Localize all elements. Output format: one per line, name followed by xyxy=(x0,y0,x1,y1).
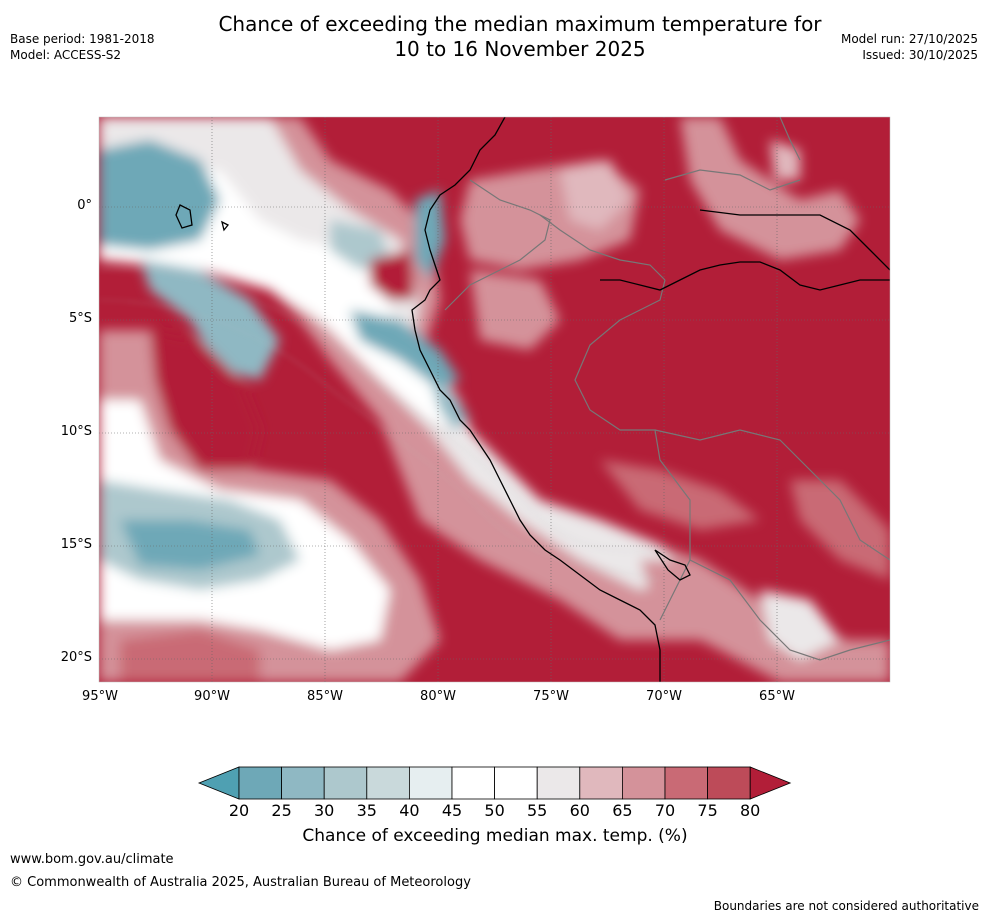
model-run: Model run: 27/10/2025 xyxy=(840,32,978,46)
colorbar-tick-label: 35 xyxy=(356,801,377,820)
lat-label-0: 0° xyxy=(77,198,92,213)
lon-label-65w: 65°W xyxy=(759,689,795,704)
colorbar-tick-label: 60 xyxy=(569,801,590,820)
colorbar-segment xyxy=(494,766,538,800)
title-line-2: 10 to 16 November 2025 xyxy=(394,37,646,61)
colorbar-tick-label: 75 xyxy=(697,801,718,820)
lon-label-85w: 85°W xyxy=(307,689,343,704)
colorbar-tick-label: 25 xyxy=(271,801,292,820)
colorbar-tick-label: 40 xyxy=(399,801,420,820)
colorbar-tick-label: 80 xyxy=(740,801,761,820)
colorbar-tick-label: 70 xyxy=(654,801,676,820)
lat-label-15s: 15°S xyxy=(60,537,92,552)
probability-field xyxy=(99,117,890,682)
colorbar-segment xyxy=(579,766,623,800)
map-title: Chance of exceeding the median maximum t… xyxy=(180,12,860,62)
colorbar-segment xyxy=(451,766,495,800)
colorbar-tick-label: 50 xyxy=(484,801,505,820)
footer-disclaimer: Boundaries are not considered authoritat… xyxy=(713,899,979,913)
graticule xyxy=(99,117,890,682)
colorbar-tick-label: 45 xyxy=(441,801,463,820)
model-name: Model: ACCESS-S2 xyxy=(10,48,122,62)
colorbar-segment xyxy=(323,766,368,800)
colorbar-label: Chance of exceeding median max. temp. (%… xyxy=(302,826,688,846)
meta-left: Base period: 1981-2018 Model: ACCESS-S2 xyxy=(10,31,155,63)
colorbar-segment xyxy=(536,766,581,800)
colorbar-segment xyxy=(238,766,282,800)
colorbar-extend-low xyxy=(197,766,240,800)
map-area xyxy=(99,117,890,682)
colorbar-segment xyxy=(707,766,751,800)
colorbar-segment xyxy=(622,766,666,800)
lon-label-95w: 95°W xyxy=(82,689,118,704)
colorbar-segment xyxy=(366,766,410,800)
contour-lines xyxy=(99,268,701,581)
lat-label-5s: 5°S xyxy=(68,311,92,326)
colorbar xyxy=(197,766,792,800)
lat-label-20s: 20°S xyxy=(60,650,92,665)
meta-right: Model run: 27/10/2025 Issued: 30/10/2025 xyxy=(841,31,978,63)
coastline xyxy=(175,117,890,682)
colorbar-tick-label: 30 xyxy=(314,801,335,820)
lon-label-70w: 70°W xyxy=(646,689,682,704)
footer-website[interactable]: www.bom.gov.au/climate xyxy=(10,852,174,867)
lat-label-10s: 10°S xyxy=(60,424,92,439)
country-boundaries xyxy=(444,117,890,661)
title-line-1: Chance of exceeding the median maximum t… xyxy=(218,12,822,36)
lon-label-80w: 80°W xyxy=(420,689,456,704)
lon-label-75w: 75°W xyxy=(533,689,569,704)
colorbar-segment xyxy=(281,766,325,800)
footer-copyright: © Commonwealth of Australia 2025, Austra… xyxy=(10,875,471,890)
colorbar-extend-high xyxy=(749,766,792,800)
issued-date: Issued: 30/10/2025 xyxy=(862,48,978,62)
colorbar-segment xyxy=(408,766,453,800)
colorbar-segment xyxy=(664,766,708,800)
base-period: Base period: 1981-2018 xyxy=(10,32,155,46)
colorbar-tick-label: 55 xyxy=(527,801,548,820)
map-frame xyxy=(98,116,891,683)
colorbar-tick-label: 65 xyxy=(612,801,633,820)
lon-label-90w: 90°W xyxy=(194,689,230,704)
colorbar-tick-label: 20 xyxy=(228,801,250,820)
